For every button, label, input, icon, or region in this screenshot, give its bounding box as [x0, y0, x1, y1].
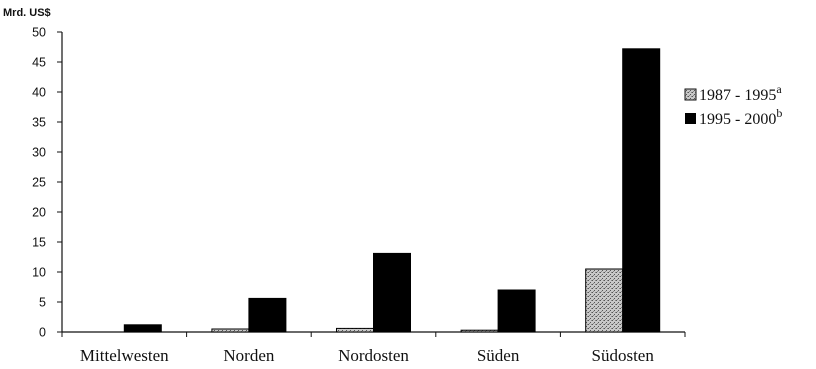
bar-mittelwesten-series-2: [123, 324, 162, 333]
bar-südosten-series-1: [585, 268, 624, 333]
bars-group: [123, 48, 661, 333]
x-tick-label: Süden: [477, 346, 520, 365]
bar-nordosten-series-2: [373, 252, 411, 333]
y-tick-label: 10: [32, 266, 46, 280]
x-tick-label: Norden: [223, 346, 274, 365]
x-tick-label: Südosten: [592, 346, 655, 365]
y-tick-label: 45: [32, 56, 46, 70]
bar-süden-series-1: [460, 329, 499, 333]
y-tick-label: 35: [32, 116, 46, 130]
y-tick-label: 20: [32, 206, 46, 220]
legend-label-1987-1995: 1987 - 1995a: [699, 82, 782, 104]
bar-norden-series-1: [211, 328, 250, 333]
legend-label-1995-2000: 1995 - 2000b: [699, 106, 782, 128]
y-tick-label: 30: [32, 146, 46, 160]
x-tick-label: Nordosten: [338, 346, 409, 365]
y-axis-ticks: 0 5 10 15 20 25 30 35 40 45 50: [32, 26, 62, 340]
legend: 1987 - 1995a 1995 - 2000b: [684, 82, 782, 128]
y-tick-label: 15: [32, 236, 46, 250]
legend-swatch-1987-1995: [684, 88, 697, 101]
y-tick-label: 25: [32, 176, 46, 190]
x-axis-ticks: Mittelwesten Norden Nordosten Süden Südosten: [61, 332, 686, 365]
legend-swatch-1995-2000: [685, 113, 696, 124]
y-tick-label: 0: [39, 326, 46, 340]
y-tick-label: 5: [39, 296, 46, 310]
y-tick-label: 50: [32, 26, 46, 40]
bar-südosten-series-2: [622, 48, 661, 333]
bar-süden-series-2: [497, 289, 536, 333]
x-tick-label: Mittelwesten: [80, 346, 169, 365]
bar-nordosten-series-1: [336, 327, 374, 333]
bar-norden-series-2: [248, 297, 287, 333]
y-tick-label: 40: [32, 86, 46, 100]
y-axis-unit-label: Mrd. US$: [3, 7, 51, 19]
